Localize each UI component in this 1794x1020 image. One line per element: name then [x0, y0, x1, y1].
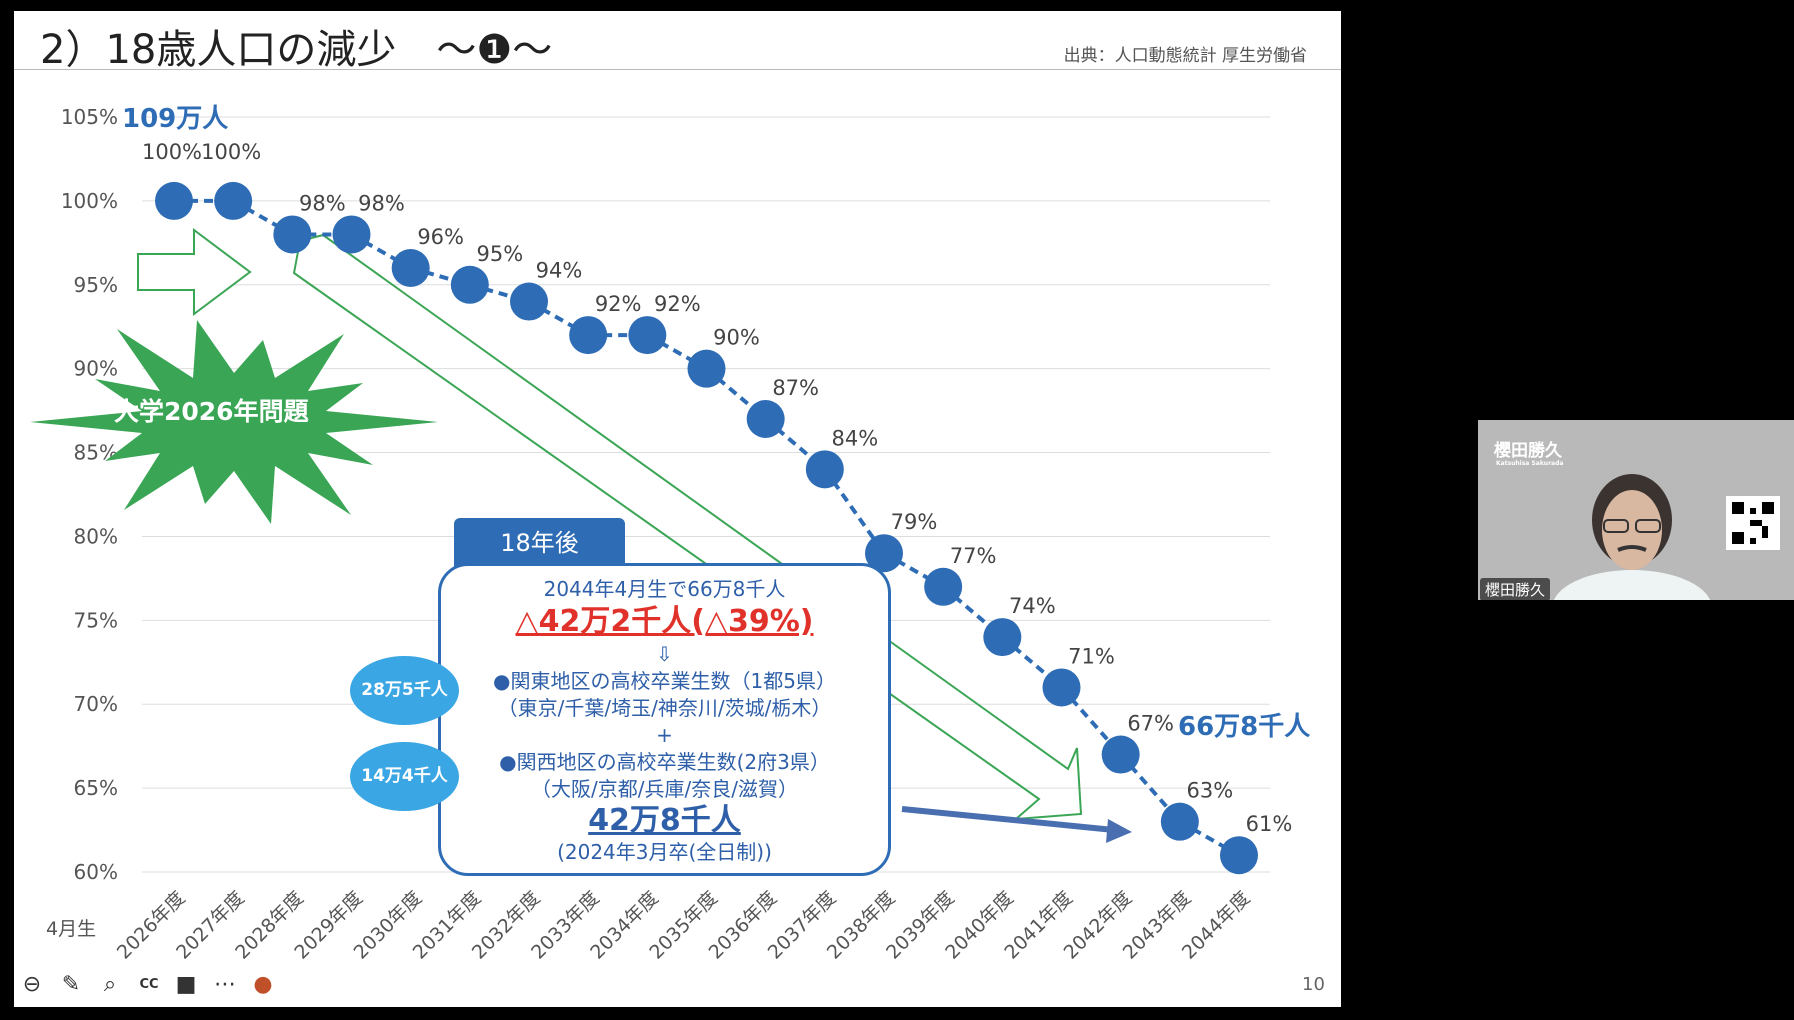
more-icon[interactable]: ⋯ — [214, 972, 236, 997]
data-point — [510, 282, 548, 321]
y-tick-label: 65% — [74, 776, 118, 800]
box-kanto: ●関東地区の高校卒業生数（1都5県） — [493, 669, 836, 693]
diagonal-arrow-icon — [292, 233, 1083, 821]
webcam-panel: 櫻田勝久 Katsuhisa Sakurada 櫻田勝久 — [1478, 420, 1794, 600]
series-line-segment — [646, 333, 708, 371]
data-label: 90% — [713, 326, 760, 350]
data-point — [865, 534, 903, 573]
box-kanto-prefs: （東京/千葉/埼玉/神奈川/茨城/栃木） — [497, 696, 832, 720]
blue-arrow-icon — [901, 806, 1125, 834]
y-tick-label: 70% — [74, 692, 118, 716]
series-line-segment — [232, 199, 294, 237]
data-label: 92% — [595, 292, 642, 316]
blue-arrowhead-icon — [1106, 819, 1132, 843]
data-label: 67% — [1127, 712, 1174, 736]
data-label: 100% — [142, 140, 202, 164]
right-arrow-icon — [137, 228, 252, 316]
participant-name-label: 櫻田勝久 — [1480, 578, 1551, 600]
series-line-segment — [883, 551, 945, 589]
data-point — [1160, 802, 1199, 841]
presentation-slide: 60% 65% 70% 75% 80% 85% 90% 95% 100% 105% 100% 2026… — [14, 11, 1341, 1007]
data-point — [1220, 836, 1258, 875]
data-label: 96% — [417, 225, 464, 249]
data-label: 79% — [891, 510, 938, 534]
source-note: 出典：人口動態統計 厚生労働省 — [1063, 46, 1307, 66]
box-tab: 18年後 — [454, 518, 625, 569]
data-point — [983, 618, 1022, 657]
series-line-segment — [528, 299, 590, 337]
starburst-shape — [30, 320, 438, 524]
start-population-label: 109万人 — [122, 104, 229, 134]
y-tick-label: 85% — [74, 441, 118, 465]
box-note: (2024年3月卒(全日制)) — [557, 840, 772, 864]
back-icon[interactable]: ⊖ — [22, 972, 42, 997]
pen-icon[interactable]: ✎ — [61, 972, 81, 997]
data-label: 84% — [831, 426, 878, 450]
data-point — [805, 450, 844, 489]
box-decrease: △42万2千人(△39%) — [515, 604, 814, 639]
y-tick-label: 80% — [74, 524, 118, 548]
data-point — [450, 265, 489, 304]
box-kansai-prefs: （大阪/京都/兵庫/奈良/滋賀） — [531, 777, 798, 801]
data-label: 92% — [654, 292, 701, 316]
y-tick-label: 90% — [74, 357, 118, 381]
data-label: 95% — [476, 242, 523, 266]
burst-text: 大学2026年問題 — [114, 397, 309, 426]
x-axis-label: 4月生 — [46, 918, 96, 940]
data-label: 98% — [358, 191, 405, 215]
data-label: 77% — [950, 544, 997, 568]
data-point — [155, 181, 193, 220]
data-label: 74% — [1009, 594, 1056, 618]
search-icon[interactable]: ⌕ — [103, 972, 117, 997]
pointer-icon[interactable]: ● — [253, 972, 273, 997]
page-number: 10 — [1302, 974, 1325, 995]
kanto-count-badge: 28万5千人 — [350, 656, 459, 725]
captions-icon[interactable]: CC — [139, 977, 159, 992]
box-plus: + — [656, 723, 673, 747]
qr-code — [1726, 496, 1780, 550]
data-point — [1101, 735, 1140, 774]
box-down-arrow: ⇩ — [656, 642, 673, 666]
data-point — [214, 181, 253, 220]
data-label: 63% — [1186, 779, 1233, 803]
data-point — [628, 316, 667, 355]
summary-box: 2044年4月生で66万8千人 △42万2千人(△39%) ⇩ ●関東地区の高校… — [438, 563, 891, 876]
box-line1: 2044年4月生で66万8千人 — [543, 577, 786, 601]
title-divider — [14, 69, 1341, 70]
video-icon[interactable]: ■ — [175, 972, 197, 997]
y-tick-label: 75% — [74, 608, 118, 632]
data-label: 100% — [201, 140, 261, 164]
speaker-video — [1553, 474, 1710, 600]
data-label: 61% — [1246, 812, 1293, 836]
series-line-segment — [350, 232, 412, 270]
data-point — [687, 349, 726, 388]
data-label: 87% — [772, 376, 819, 400]
data-point — [569, 316, 608, 355]
box-total: 42万8千人 — [588, 803, 741, 838]
data-point — [273, 215, 312, 254]
data-point — [924, 567, 963, 606]
y-tick-label: 105% — [61, 105, 118, 129]
y-tick-label: 60% — [74, 860, 118, 884]
y-tick-label: 100% — [61, 189, 118, 213]
y-tick-label: 95% — [74, 273, 118, 297]
data-point — [1042, 668, 1081, 707]
data-label: 98% — [299, 191, 346, 215]
data-point — [391, 249, 430, 287]
data-point — [746, 400, 785, 438]
series-line-segment — [1178, 819, 1240, 857]
data-label: 71% — [1068, 644, 1115, 668]
box-kansai: ●関西地区の高校卒業生数(2府3県） — [499, 750, 830, 774]
data-label: 94% — [536, 259, 583, 283]
slide-title: 2）18歳人口の減少 ～❶～ — [40, 27, 553, 73]
end-population-label: 66万8千人 — [1178, 712, 1311, 742]
data-point — [332, 215, 371, 254]
webcam-romaji: Katsuhisa Sakurada — [1496, 460, 1564, 467]
kansai-count-badge: 14万4千人 — [350, 742, 459, 811]
webcam-background-name: 櫻田勝久 — [1494, 441, 1562, 461]
